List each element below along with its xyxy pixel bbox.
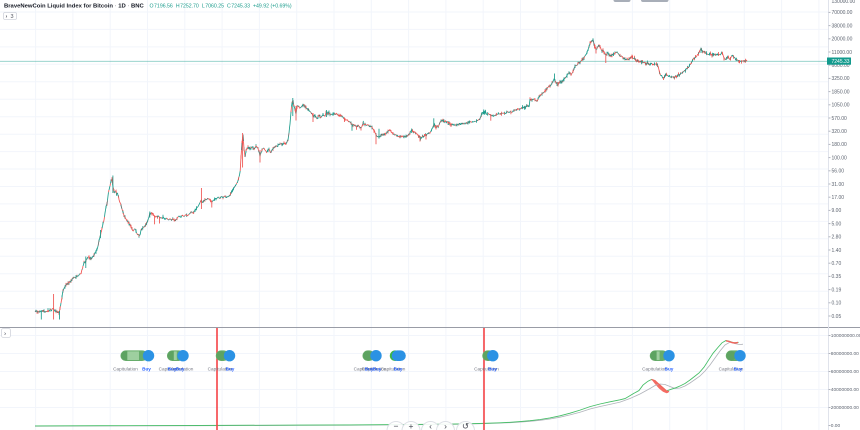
svg-text:320.00: 320.00 xyxy=(832,129,848,135)
svg-text:Buy: Buy xyxy=(665,367,674,372)
svg-text:›: › xyxy=(4,330,6,337)
svg-text:Capitulation: Capitulation xyxy=(169,367,194,372)
svg-text:Capitulation: Capitulation xyxy=(354,367,379,372)
svg-text:5.00: 5.00 xyxy=(832,221,842,227)
svg-text:Buy: Buy xyxy=(365,367,374,372)
svg-text:Capitulation: Capitulation xyxy=(208,367,233,372)
svg-text:›: › xyxy=(444,421,447,430)
svg-text:0.05: 0.05 xyxy=(832,314,842,320)
svg-text:6000.00: 6000.00 xyxy=(832,63,850,69)
svg-text:Capitulation: Capitulation xyxy=(719,367,744,372)
svg-text:70000.00: 70000.00 xyxy=(832,10,853,16)
svg-text:Buy: Buy xyxy=(226,367,235,372)
svg-text:‹: ‹ xyxy=(429,421,432,430)
svg-text:1.40: 1.40 xyxy=(832,248,842,254)
svg-text:1850.00: 1850.00 xyxy=(832,89,850,95)
svg-text:Capitulation: Capitulation xyxy=(642,367,667,372)
svg-text:›: › xyxy=(6,14,8,20)
svg-text:9.00: 9.00 xyxy=(832,208,842,214)
svg-text:100000000.00: 100000000.00 xyxy=(831,333,860,339)
svg-text:Buy: Buy xyxy=(142,367,151,372)
svg-text:Capitulation: Capitulation xyxy=(474,367,499,372)
svg-text:0.19: 0.19 xyxy=(832,287,842,293)
svg-text:Buy: Buy xyxy=(176,367,185,372)
svg-text:Buy: Buy xyxy=(373,367,382,372)
svg-text:0.00: 0.00 xyxy=(831,423,841,429)
svg-text:BraveNewCoin Liquid Index for: BraveNewCoin Liquid Index for Bitcoin · … xyxy=(4,4,145,10)
svg-text:40000000.00: 40000000.00 xyxy=(831,387,859,393)
svg-text:1050.00: 1050.00 xyxy=(832,103,850,109)
svg-text:570.00: 570.00 xyxy=(832,116,848,122)
svg-text:56.00: 56.00 xyxy=(832,169,845,175)
svg-text:Capitulation: Capitulation xyxy=(159,367,184,372)
svg-text:Capitulation: Capitulation xyxy=(113,367,138,372)
svg-text:Capitulation: Capitulation xyxy=(381,367,406,372)
svg-text:38000.00: 38000.00 xyxy=(832,23,853,29)
svg-text:Capitulation: Capitulation xyxy=(362,367,387,372)
svg-text:↺: ↺ xyxy=(462,421,469,430)
svg-text:7245.33: 7245.33 xyxy=(832,59,850,65)
svg-text:100.00: 100.00 xyxy=(832,155,848,161)
svg-text:80000000.00: 80000000.00 xyxy=(831,351,859,357)
svg-text:2.80: 2.80 xyxy=(832,235,842,241)
svg-text:3: 3 xyxy=(11,14,14,20)
svg-text:20000.00: 20000.00 xyxy=(832,37,853,43)
svg-text:60000000.00: 60000000.00 xyxy=(831,369,859,375)
svg-text:180.00: 180.00 xyxy=(832,142,848,148)
svg-text:130000.00: 130000.00 xyxy=(832,0,856,5)
svg-text:Buy: Buy xyxy=(394,367,403,372)
svg-text:Buy: Buy xyxy=(734,367,743,372)
svg-text:3250.00: 3250.00 xyxy=(832,76,850,82)
svg-text:11000.00: 11000.00 xyxy=(832,50,853,56)
svg-text:0.70: 0.70 xyxy=(832,261,842,267)
svg-text:17.00: 17.00 xyxy=(832,195,845,201)
svg-text:Buy: Buy xyxy=(168,367,177,372)
svg-text:20000000.00: 20000000.00 xyxy=(831,405,859,411)
svg-text:31.00: 31.00 xyxy=(832,182,845,188)
svg-text:0.35: 0.35 xyxy=(832,274,842,280)
svg-text:+: + xyxy=(409,421,414,430)
svg-text:Buy: Buy xyxy=(488,367,497,372)
svg-text:0.10: 0.10 xyxy=(832,301,842,307)
svg-text:−: − xyxy=(394,421,399,430)
